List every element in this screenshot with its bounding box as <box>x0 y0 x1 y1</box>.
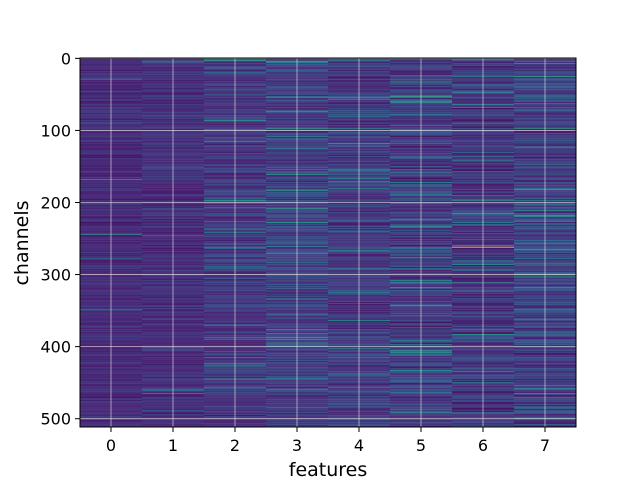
y-tick-label: 300 <box>40 266 71 285</box>
grid-lines <box>80 57 576 427</box>
plot-frame <box>79 57 577 428</box>
y-axis-label: channels <box>11 200 33 285</box>
y-tick-label: 0 <box>61 49 71 68</box>
x-tick-label: 5 <box>416 436 426 455</box>
x-tick-label: 6 <box>478 436 488 455</box>
x-tick-label: 3 <box>292 436 302 455</box>
x-tick-label: 2 <box>230 436 240 455</box>
x-tick-label: 0 <box>106 436 116 455</box>
y-axis-ticks: 0 100 200 300 400 500 <box>40 49 80 429</box>
x-tick-label: 4 <box>354 436 364 455</box>
x-axis-label: features <box>289 459 368 480</box>
x-axis-ticks: 0 1 2 3 4 5 6 7 <box>106 427 550 455</box>
x-tick-label: 1 <box>168 436 178 455</box>
y-tick-label: 200 <box>40 194 71 213</box>
y-tick-label: 400 <box>40 338 71 357</box>
x-tick-label: 7 <box>540 436 550 455</box>
y-tick-label: 100 <box>40 121 71 140</box>
heatmap-cells <box>80 58 577 428</box>
y-tick-label: 500 <box>40 410 71 429</box>
